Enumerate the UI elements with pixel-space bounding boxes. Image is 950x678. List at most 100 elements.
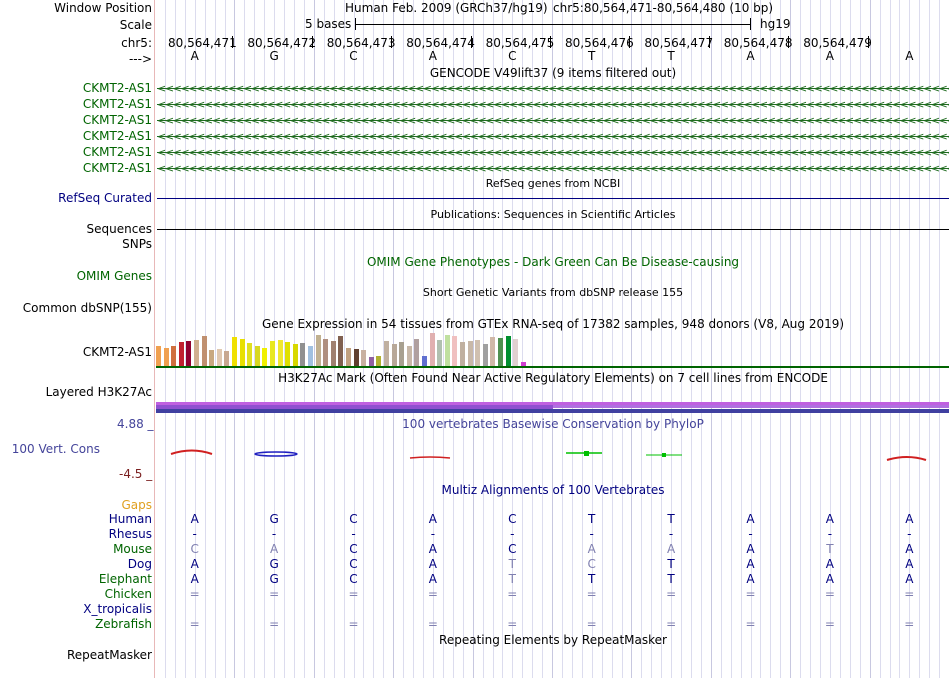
gtex-bar[interactable] bbox=[171, 346, 177, 366]
refseq-gene-line[interactable] bbox=[157, 198, 949, 199]
gtex-bar[interactable] bbox=[437, 340, 443, 366]
gtex-bar[interactable] bbox=[460, 342, 465, 366]
gtex-bar[interactable] bbox=[186, 341, 192, 366]
snps-track-label[interactable]: SNPs bbox=[122, 237, 152, 251]
gtex-bar[interactable] bbox=[315, 335, 321, 366]
gtex-bar[interactable] bbox=[376, 356, 382, 366]
gtex-bar[interactable] bbox=[467, 341, 473, 366]
gencode-item-line[interactable] bbox=[157, 120, 949, 121]
species-label[interactable]: Rhesus bbox=[108, 527, 152, 541]
rmsk-track-label[interactable]: RepeatMasker bbox=[66, 648, 152, 662]
gtex-bar[interactable] bbox=[194, 340, 199, 366]
cons-signal[interactable] bbox=[156, 440, 950, 470]
publications-line[interactable] bbox=[157, 229, 949, 230]
gtex-bar[interactable] bbox=[285, 342, 291, 366]
h3k27ac-signal-left[interactable] bbox=[156, 405, 553, 409]
gtex-bar[interactable] bbox=[498, 338, 503, 366]
gtex-bar[interactable] bbox=[452, 336, 458, 366]
window-position-label: Window Position bbox=[54, 1, 152, 15]
grid-line bbox=[393, 0, 395, 678]
gtex-bar[interactable] bbox=[247, 343, 253, 366]
gtex-bar-chart[interactable] bbox=[156, 333, 536, 366]
grid-line bbox=[919, 0, 921, 678]
gencode-item-label[interactable]: CKMT2-AS1 bbox=[82, 97, 152, 111]
gtex-bar[interactable] bbox=[346, 348, 351, 366]
gencode-item-line[interactable] bbox=[157, 136, 949, 137]
gtex-bar[interactable] bbox=[444, 335, 450, 366]
grid-line bbox=[333, 0, 335, 678]
alignment-base: G bbox=[269, 512, 279, 526]
gtex-bar[interactable] bbox=[414, 339, 420, 366]
gencode-item-line[interactable] bbox=[157, 168, 949, 169]
gtex-bar[interactable] bbox=[201, 336, 207, 366]
gtex-bar[interactable] bbox=[224, 351, 230, 366]
refseq-track-label[interactable]: RefSeq Curated bbox=[58, 191, 152, 205]
gtex-bar[interactable] bbox=[384, 341, 389, 366]
gtex-bar[interactable] bbox=[490, 337, 496, 366]
gencode-item-label[interactable]: CKMT2-AS1 bbox=[82, 129, 152, 143]
gtex-track-label[interactable]: CKMT2-AS1 bbox=[82, 345, 152, 359]
gtex-bar[interactable] bbox=[361, 350, 367, 366]
gtex-bar[interactable] bbox=[308, 346, 313, 366]
gtex-bar[interactable] bbox=[520, 362, 526, 366]
gtex-bar[interactable] bbox=[368, 357, 374, 366]
gtex-bar[interactable] bbox=[353, 349, 359, 366]
h3k27ac-signal-top[interactable] bbox=[156, 402, 949, 405]
grid-line bbox=[621, 0, 623, 678]
gencode-item-line[interactable] bbox=[157, 104, 949, 105]
gtex-bar[interactable] bbox=[399, 342, 405, 366]
gencode-item-label[interactable]: CKMT2-AS1 bbox=[82, 113, 152, 127]
gencode-item-line[interactable] bbox=[157, 152, 949, 153]
h3k27ac-track-label[interactable]: Layered H3K27Ac bbox=[45, 385, 152, 399]
gtex-bar[interactable] bbox=[277, 340, 283, 366]
species-label[interactable]: Mouse bbox=[113, 542, 152, 556]
gtex-bar[interactable] bbox=[254, 346, 260, 366]
gtex-bar[interactable] bbox=[505, 336, 511, 366]
h3k27ac-signal-right[interactable] bbox=[553, 405, 949, 408]
gtex-bar[interactable] bbox=[300, 343, 306, 366]
omim-track-label[interactable]: OMIM Genes bbox=[76, 269, 152, 283]
gtex-bar[interactable] bbox=[262, 348, 268, 366]
gtex-bar[interactable] bbox=[209, 350, 215, 366]
cons-peak-6 bbox=[886, 456, 927, 461]
species-label[interactable]: Chicken bbox=[104, 587, 152, 601]
gtex-bar[interactable] bbox=[163, 348, 169, 366]
gaps-track-label[interactable]: Gaps bbox=[121, 498, 152, 512]
gtex-bar[interactable] bbox=[330, 341, 336, 366]
ruler-tick bbox=[550, 36, 551, 48]
species-label[interactable]: Dog bbox=[127, 557, 152, 571]
gencode-item-label[interactable]: CKMT2-AS1 bbox=[82, 161, 152, 175]
grid-line bbox=[482, 0, 484, 678]
cons-track-label[interactable]: 100 Vert. Cons bbox=[11, 442, 100, 456]
species-label[interactable]: Human bbox=[108, 512, 152, 526]
h3k27ac-signal-base[interactable] bbox=[156, 409, 949, 413]
gtex-bar[interactable] bbox=[338, 336, 344, 366]
gtex-bar[interactable] bbox=[156, 346, 161, 366]
species-label[interactable]: X_tropicalis bbox=[83, 602, 152, 616]
gtex-bar[interactable] bbox=[482, 344, 488, 366]
alignment-base: A bbox=[428, 542, 437, 556]
gtex-bar[interactable] bbox=[239, 339, 245, 366]
gtex-bar[interactable] bbox=[270, 341, 275, 366]
gtex-bar[interactable] bbox=[429, 333, 435, 366]
gencode-item-label[interactable]: CKMT2-AS1 bbox=[82, 145, 152, 159]
gtex-bar[interactable] bbox=[406, 346, 412, 366]
gtex-bar[interactable] bbox=[216, 349, 222, 366]
alignment-base: - bbox=[748, 527, 753, 541]
gtex-bar[interactable] bbox=[292, 344, 298, 366]
gencode-item-line[interactable] bbox=[157, 88, 949, 89]
species-label[interactable]: Zebrafish bbox=[95, 617, 152, 631]
publications-track-label[interactable]: Sequences bbox=[86, 222, 152, 236]
species-label[interactable]: Elephant bbox=[98, 572, 152, 586]
gtex-bar[interactable] bbox=[513, 339, 519, 366]
gtex-bar[interactable] bbox=[422, 356, 427, 366]
gtex-bar[interactable] bbox=[178, 342, 184, 366]
gtex-bar[interactable] bbox=[391, 344, 397, 366]
dbsnp-track-label[interactable]: Common dbSNP(155) bbox=[22, 301, 152, 315]
alignment-base: - bbox=[827, 527, 833, 541]
gtex-bar[interactable] bbox=[323, 339, 329, 366]
gencode-item-label[interactable]: CKMT2-AS1 bbox=[82, 81, 152, 95]
gtex-bar[interactable] bbox=[232, 337, 237, 366]
gtex-bar[interactable] bbox=[475, 340, 481, 366]
